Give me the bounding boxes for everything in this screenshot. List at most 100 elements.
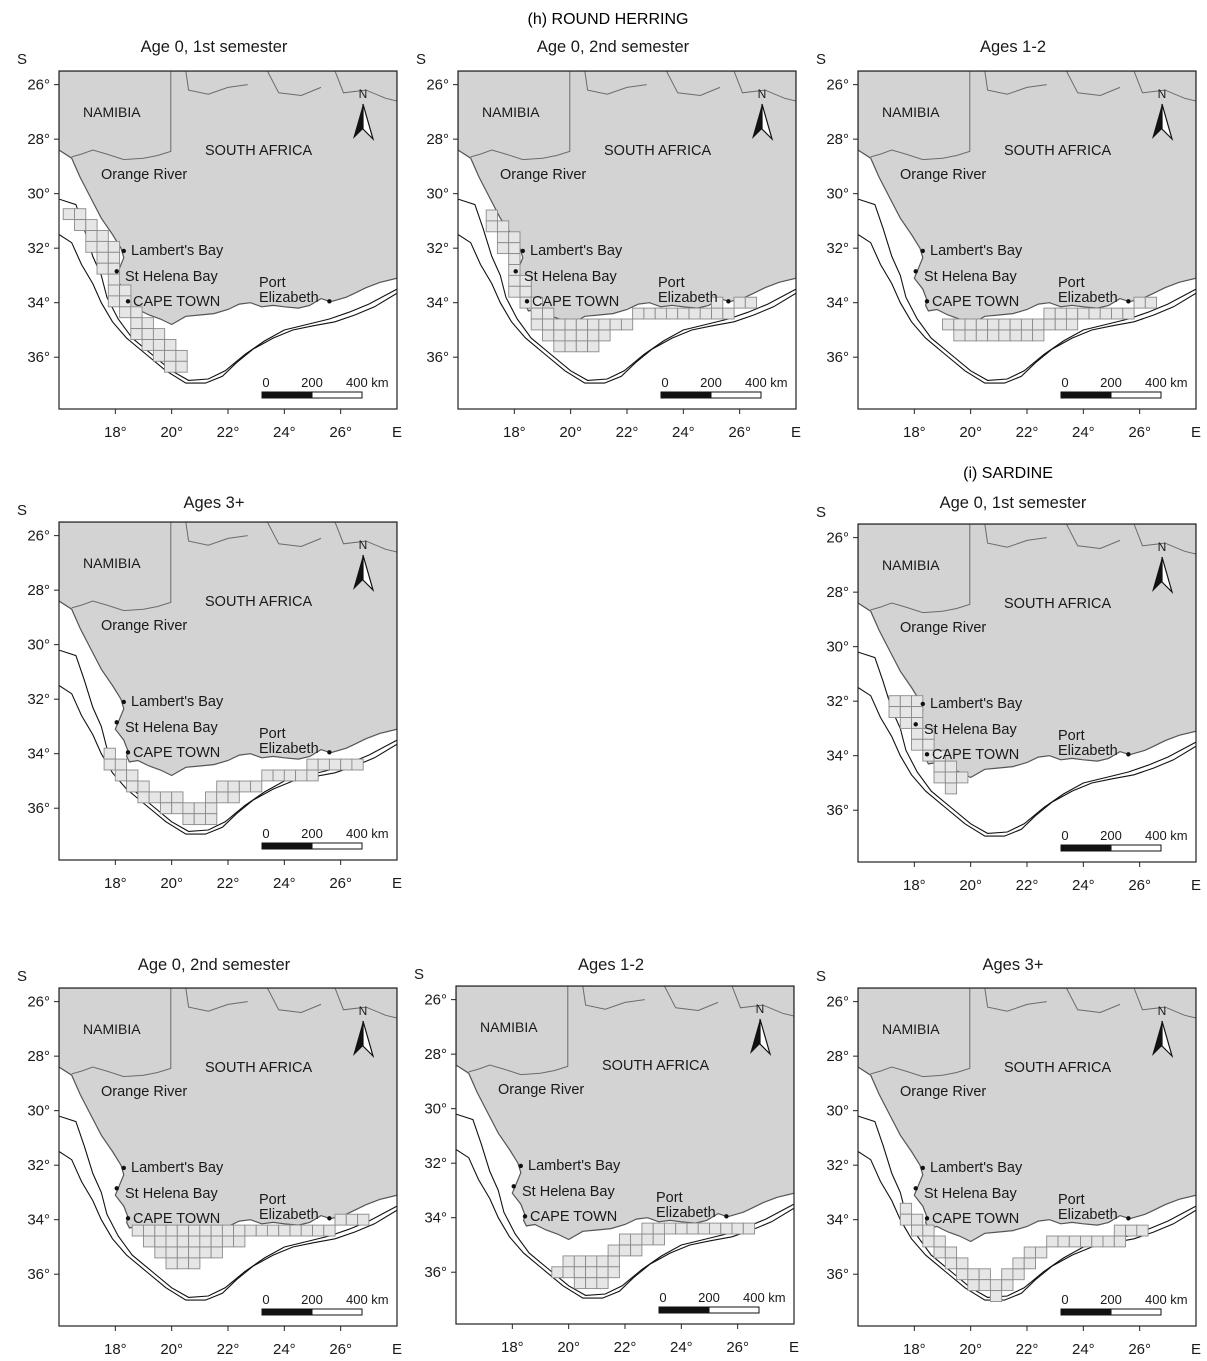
axis-label-s: S [17, 502, 27, 519]
distribution-cell [107, 273, 121, 286]
north-arrow-icon [1161, 1020, 1174, 1059]
scale-bar-white [311, 1308, 363, 1316]
town-marker [920, 701, 925, 707]
distribution-cell [964, 318, 977, 331]
distribution-cell [154, 1235, 167, 1248]
distribution-cell [283, 769, 297, 782]
distribution-cell [899, 1202, 913, 1215]
namibia-border [870, 71, 971, 161]
distribution-cell [216, 780, 229, 793]
scale-bar-black [1060, 391, 1112, 399]
distribution-cell [152, 349, 166, 362]
label-lamberts-bay: Lambert's Bay [930, 243, 1023, 259]
label-south-africa: SOUTH AFRICA [604, 143, 711, 159]
distribution-cell [107, 295, 121, 308]
distribution-cell [652, 1222, 665, 1235]
label-cape-town: CAPE TOWN [133, 294, 220, 310]
distribution-cell [1080, 1235, 1093, 1248]
label-cape-town: CAPE TOWN [932, 294, 1019, 310]
distribution-cell [85, 230, 98, 242]
river-line [733, 71, 796, 102]
distribution-cell [508, 253, 521, 265]
distribution-cell [596, 1255, 609, 1268]
label-orange-river: Orange River [498, 1082, 584, 1098]
town-marker [913, 269, 918, 274]
lon-tick-label: 24° [273, 424, 296, 441]
distribution-cell [205, 802, 218, 815]
lat-tick-label: 34° [27, 1212, 50, 1229]
map-panel: NAMIBIA SOUTH AFRICA Orange River Lambert's… [816, 51, 1201, 441]
distribution-cell [357, 1213, 370, 1226]
distribution-cell [731, 1222, 744, 1235]
label-south-africa: SOUTH AFRICA [1004, 1060, 1111, 1076]
river-line [185, 71, 248, 95]
land-south-africa [456, 986, 794, 1241]
distribution-cell [165, 1246, 178, 1259]
lat-tick-label: 30° [426, 186, 449, 203]
label-elizabeth: Elizabeth [1058, 290, 1118, 306]
lon-tick-label: 18° [501, 1339, 524, 1356]
scale-bar-white [1110, 1308, 1162, 1316]
lon-tick-label: 20° [959, 877, 982, 894]
scale-bar-white [1110, 391, 1162, 399]
lon-tick-label: 22° [616, 424, 639, 441]
distribution-cell [989, 1290, 1003, 1302]
lat-tick-label: 28° [826, 584, 849, 601]
distribution-cell [1054, 318, 1067, 331]
distribution-cell [233, 1235, 246, 1248]
town-marker [924, 1216, 930, 1221]
distribution-cell [96, 240, 109, 253]
distribution-cell [585, 1255, 598, 1268]
distribution-cell [62, 208, 75, 221]
distribution-cell [107, 251, 121, 264]
distribution-cell [340, 758, 353, 771]
distribution-cell [96, 262, 109, 275]
distribution-cell [720, 1222, 733, 1235]
label-lamberts-bay: Lambert's Bay [131, 694, 224, 710]
map-area: NAMIBIA SOUTH AFRICA Orange River Lambert's… [858, 988, 1196, 1326]
town-marker [913, 1186, 918, 1191]
lon-tick-label: 22° [1016, 424, 1039, 441]
scale-label-0: 0 [262, 826, 269, 841]
river-line [1133, 71, 1196, 102]
map-panel: NAMIBIA SOUTH AFRICA Orange River Lambert's… [17, 51, 402, 441]
distribution-cell [630, 1233, 643, 1246]
town-marker [125, 299, 131, 304]
town-marker [327, 750, 332, 755]
distribution-cell [295, 769, 308, 782]
distribution-cell [699, 307, 712, 320]
scale-bar-black [660, 391, 712, 399]
distribution-cell [697, 1222, 710, 1235]
north-label: N [359, 538, 368, 552]
north-arrow-icon [752, 104, 762, 139]
distribution-cell [562, 1255, 575, 1268]
label-st-helena-bay: St Helena Bay [125, 1186, 218, 1202]
lon-tick-label: 26° [726, 1339, 749, 1356]
distribution-cell [255, 1224, 268, 1237]
lat-tick-label: 28° [826, 1048, 849, 1065]
lat-tick-label: 34° [826, 295, 849, 312]
scale-label-0: 0 [262, 375, 269, 390]
lon-tick-label: 20° [559, 424, 582, 441]
isobath-line [59, 685, 397, 835]
distribution-cell [508, 285, 521, 298]
distribution-cell [188, 1257, 201, 1270]
river-line [984, 71, 1047, 95]
distribution-cell [677, 307, 690, 320]
lat-tick-label: 26° [826, 77, 849, 94]
north-arrow-icon [353, 555, 363, 590]
label-port: Port [259, 1192, 286, 1208]
distribution-cell [551, 1266, 564, 1279]
scale-label-200: 200 [700, 375, 722, 390]
round-herring-title: (h) ROUND HERRING [528, 11, 689, 28]
distribution-cell [1144, 296, 1158, 309]
distribution-cell [199, 1235, 212, 1248]
lat-tick-label: 34° [424, 1210, 447, 1227]
distribution-cell [164, 349, 177, 362]
namibia-border [870, 988, 971, 1078]
scale-label-200: 200 [301, 375, 323, 390]
distribution-cell [553, 318, 566, 331]
label-lamberts-bay: Lambert's Bay [930, 1160, 1023, 1176]
town-marker [121, 248, 126, 254]
river-line [984, 524, 1047, 548]
